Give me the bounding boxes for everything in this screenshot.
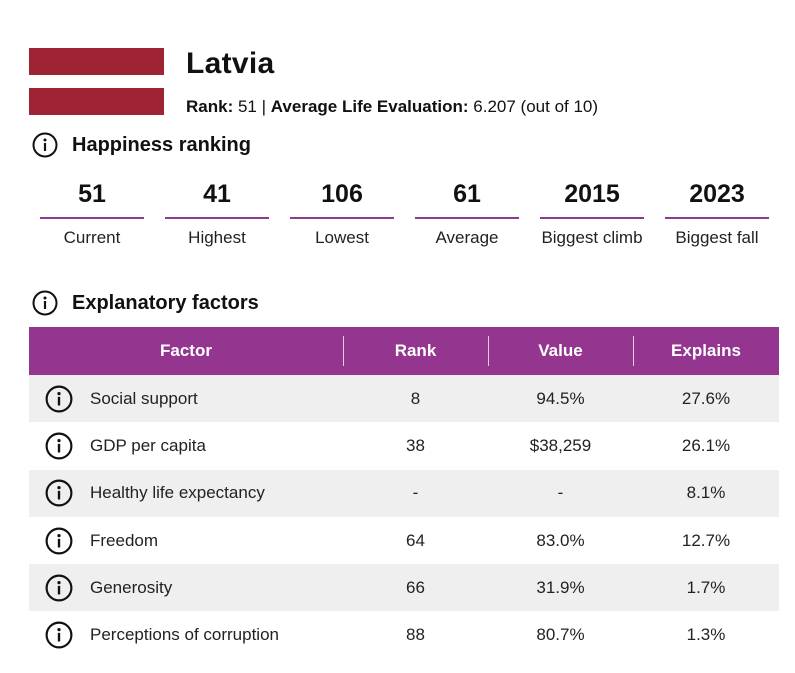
column-header-rank: Rank <box>343 327 488 375</box>
stat-underline <box>290 217 394 219</box>
table-row: Perceptions of corruption 88 80.7% 1.3% <box>29 611 779 658</box>
factor-value: 94.5% <box>536 388 585 408</box>
table-row: Social support 8 94.5% 27.6% <box>29 375 779 423</box>
stat-value: 41 <box>203 180 231 208</box>
table-row: GDP per capita 38 $38,259 26.1% <box>29 422 779 469</box>
info-icon[interactable] <box>45 479 73 507</box>
factor-rank: 38 <box>406 435 425 455</box>
stat-underline <box>415 217 519 219</box>
stat-highest: 41 Highest <box>165 178 269 253</box>
stat-underline <box>540 217 644 219</box>
factors-table: Factor Rank Value Explains Social suppor… <box>29 327 779 659</box>
stat-value: 61 <box>453 180 481 208</box>
factor-explains: 26.1% <box>681 435 731 455</box>
factor-name: GDP per capita <box>90 435 206 455</box>
info-icon[interactable] <box>45 432 73 460</box>
stat-label: Biggest fall <box>675 228 759 247</box>
factor-name: Social support <box>90 388 198 408</box>
stat-current: 51 Current <box>40 178 144 253</box>
factor-cell: Social support <box>29 385 343 413</box>
factor-value: 31.9% <box>536 577 585 597</box>
factor-explains: 12.7% <box>681 530 731 550</box>
flag-top-band <box>29 48 164 75</box>
column-header-value: Value <box>488 327 633 375</box>
stat-value: 51 <box>78 180 106 208</box>
stat-label: Lowest <box>315 228 369 247</box>
table-header: Factor Rank Value Explains <box>29 327 779 375</box>
factor-cell: Freedom <box>29 527 343 555</box>
factor-value: - <box>557 483 564 503</box>
stat-label: Current <box>63 228 121 247</box>
stat-biggest-climb: 2015 Biggest climb <box>540 178 644 253</box>
table-row: Generosity 66 31.9% 1.7% <box>29 564 779 612</box>
info-icon[interactable] <box>45 574 73 602</box>
evaluation-label: Average Life Evaluation: <box>270 97 469 116</box>
factor-rank: 88 <box>406 625 425 645</box>
factor-name: Perceptions of corruption <box>90 625 279 645</box>
column-header-explains: Explains <box>633 327 779 375</box>
rank-value: 51 <box>237 97 257 116</box>
factor-value: 80.7% <box>536 625 585 645</box>
stat-underline <box>165 217 269 219</box>
happiness-ranking-title: Happiness ranking <box>72 133 251 156</box>
flag-bottom-band <box>29 88 164 115</box>
table-row: Healthy life expectancy - - 8.1% <box>29 469 779 517</box>
factor-cell: Perceptions of corruption <box>29 621 343 649</box>
stat-value: 106 <box>321 180 363 208</box>
factor-explains: 27.6% <box>681 388 731 408</box>
stat-label: Biggest climb <box>541 228 643 247</box>
factor-explains: 8.1% <box>686 483 726 503</box>
factor-cell: GDP per capita <box>29 432 343 460</box>
factor-cell: Healthy life expectancy <box>29 479 343 507</box>
info-icon[interactable] <box>45 621 73 649</box>
rank-separator: | <box>261 97 267 116</box>
stat-biggest-fall: 2023 Biggest fall <box>665 178 769 253</box>
explanatory-factors-title: Explanatory factors <box>72 291 259 314</box>
happiness-ranking-heading: Happiness ranking <box>32 132 251 158</box>
info-icon[interactable] <box>32 290 58 316</box>
stat-label: Highest <box>188 228 246 247</box>
country-flag <box>29 48 164 115</box>
rank-summary: Rank: 51 | Average Life Evaluation: 6.20… <box>186 97 598 117</box>
factor-rank: 64 <box>406 530 425 550</box>
stat-underline <box>665 217 769 219</box>
factor-explains: 1.3% <box>686 625 726 645</box>
explanatory-factors-heading: Explanatory factors <box>32 290 259 316</box>
factor-rank: 66 <box>406 577 425 597</box>
factor-name: Generosity <box>90 577 173 597</box>
flag-white-stripe <box>29 75 164 88</box>
info-icon[interactable] <box>32 132 58 158</box>
factor-rank: 8 <box>410 388 421 408</box>
column-header-factor: Factor <box>160 341 212 360</box>
factor-value: 83.0% <box>536 530 585 550</box>
stat-average: 61 Average <box>415 178 519 253</box>
stat-lowest: 106 Lowest <box>290 178 394 253</box>
info-icon[interactable] <box>45 385 73 413</box>
factor-name: Freedom <box>90 530 159 550</box>
evaluation-value: 6.207 (out of 10) <box>473 97 599 116</box>
stat-underline <box>40 217 144 219</box>
stat-label: Average <box>435 228 499 247</box>
factor-rank: - <box>412 483 419 503</box>
factor-explains: 1.7% <box>686 577 726 597</box>
table-row: Freedom 64 83.0% 12.7% <box>29 517 779 564</box>
factor-cell: Generosity <box>29 574 343 602</box>
factor-value: $38,259 <box>529 435 592 455</box>
country-name: Latvia <box>186 47 275 80</box>
stat-value: 2023 <box>689 180 745 208</box>
rank-label: Rank: <box>186 97 234 116</box>
factor-name: Healthy life expectancy <box>90 483 265 503</box>
info-icon[interactable] <box>45 527 73 555</box>
stat-value: 2015 <box>564 180 620 208</box>
